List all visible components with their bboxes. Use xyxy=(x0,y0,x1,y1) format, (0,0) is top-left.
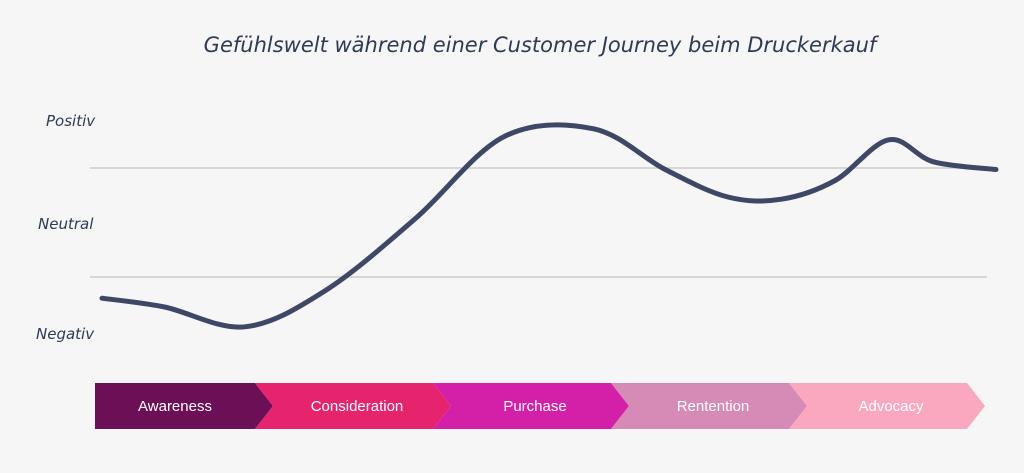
stage-chevron-advocacy xyxy=(789,383,985,429)
chart-title: Gefühlswelt während einer Customer Journ… xyxy=(204,33,880,57)
stage-label-purchase: Purchase xyxy=(503,398,566,415)
stage-chevron-rentention xyxy=(611,383,807,429)
stage-chevron-purchase xyxy=(433,383,629,429)
stage-label-consideration: Consideration xyxy=(311,398,404,415)
gridlines xyxy=(90,167,987,278)
y-label-neutral: Neutral xyxy=(38,215,94,233)
stage-chevron-consideration xyxy=(255,383,451,429)
y-label-positiv: Positiv xyxy=(46,112,96,130)
stage-label-advocacy: Advocacy xyxy=(858,398,924,415)
journey-stages: Awareness Consideration Purchase Rentention… xyxy=(95,383,985,429)
y-label-negativ: Negativ xyxy=(36,325,95,343)
stage-label-rentention: Rentention xyxy=(677,398,750,415)
stage-chevron-awareness xyxy=(95,383,273,429)
emotion-curve-line xyxy=(99,122,999,330)
stage-label-awareness: Awareness xyxy=(138,398,212,415)
y-axis-labels: Positiv Neutral Negativ xyxy=(36,112,96,343)
